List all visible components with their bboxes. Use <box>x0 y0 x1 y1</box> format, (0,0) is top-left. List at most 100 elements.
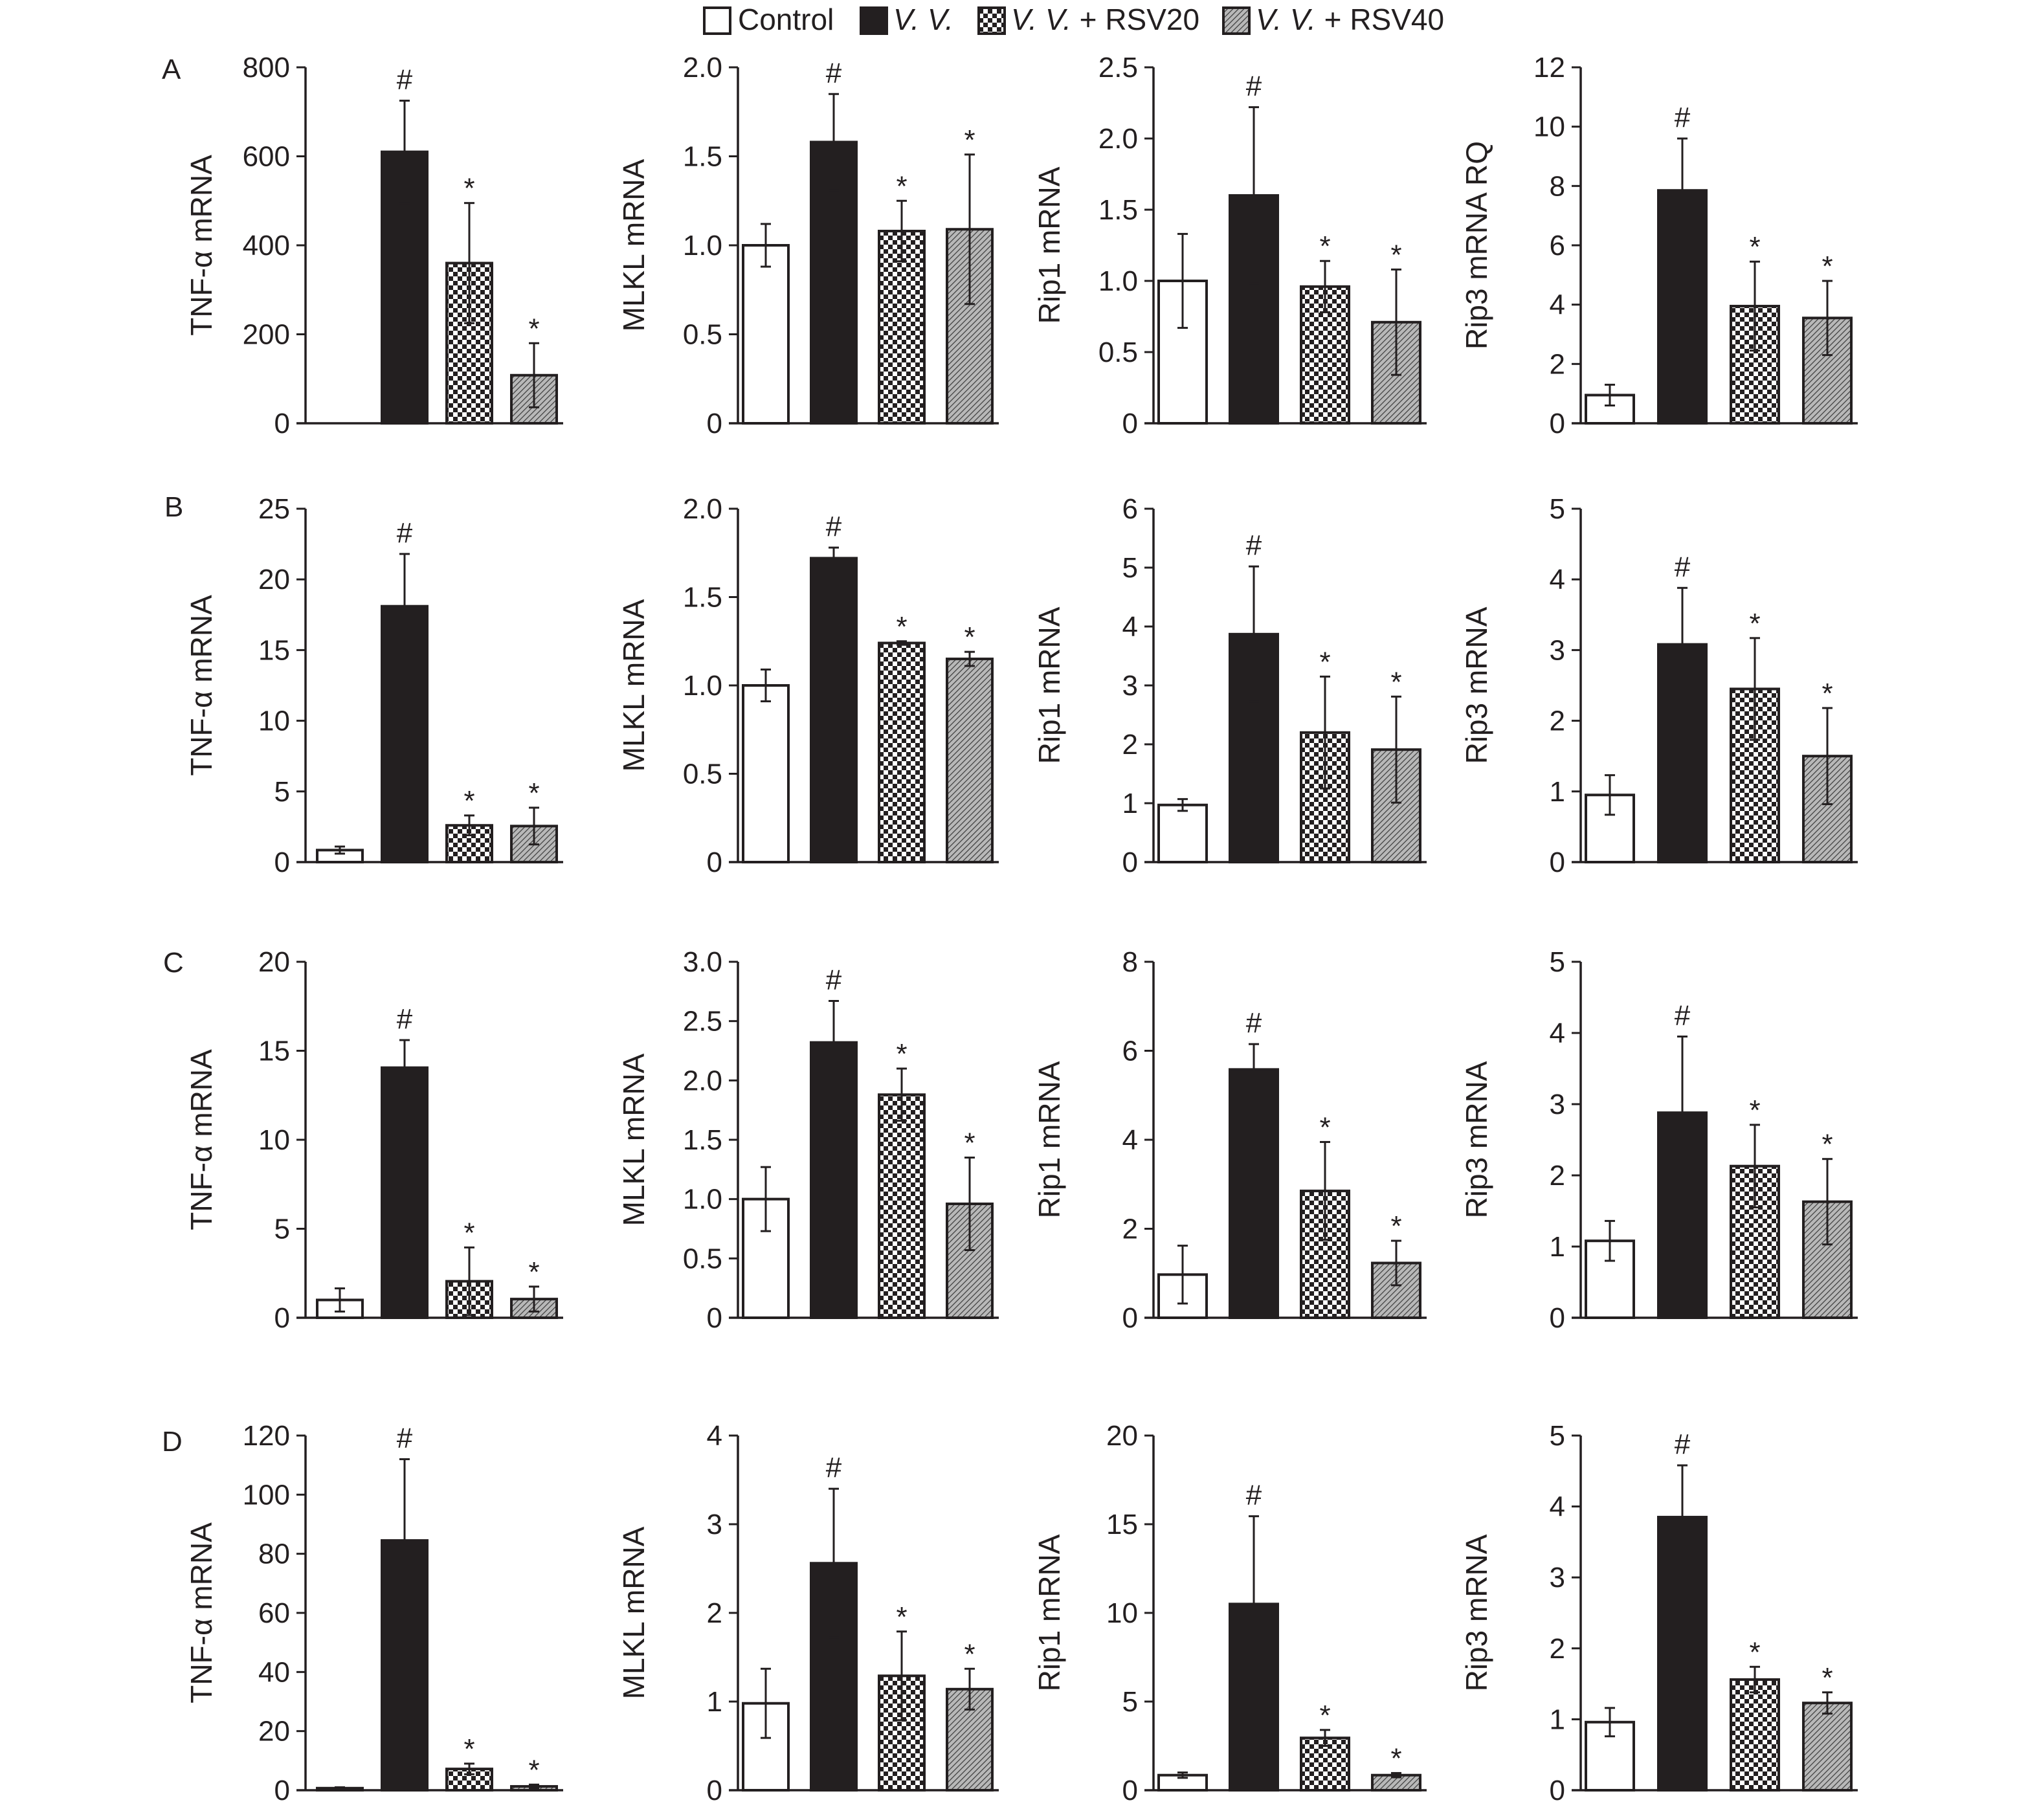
y-axis-label: MLKL mRNA <box>617 599 651 771</box>
y-tick-label: 1 <box>1122 788 1138 819</box>
bar-vv-rsv20 <box>878 230 926 425</box>
y-tick-label: 2 <box>707 1597 722 1629</box>
bar-control <box>742 1197 790 1319</box>
y-tick-label: 80 <box>258 1538 290 1570</box>
legend-swatch-vv-rsv40 <box>1222 6 1251 35</box>
significance-hash: # <box>1246 1480 1262 1511</box>
y-tick-label: 0 <box>707 1775 722 1806</box>
significance-star: * <box>1749 231 1760 263</box>
y-tick-label: 0 <box>1550 1775 1565 1806</box>
significance-star: * <box>1390 239 1401 271</box>
y-tick-label: 800 <box>243 52 290 83</box>
significance-star: * <box>1390 1742 1401 1774</box>
legend-label-vv-rsv20: V. V. + RSV20 <box>1011 3 1199 36</box>
legend-label-control: Control <box>738 3 834 36</box>
bar-vv-rsv20 <box>878 1093 926 1320</box>
y-axis-label: Rip3 mRNA <box>1460 606 1493 764</box>
legend-label-vv-rsv40: V. V. + RSV40 <box>1256 3 1444 36</box>
significance-star: * <box>463 1217 474 1248</box>
y-tick-label: 0 <box>707 847 722 878</box>
y-tick-label: 2 <box>1122 729 1138 760</box>
y-tick-label: 0 <box>1550 1302 1565 1334</box>
significance-hash: # <box>826 57 842 89</box>
y-tick-label: 5 <box>1550 946 1565 978</box>
bar-vv-rsv40 <box>1802 1702 1853 1792</box>
y-tick-label: 5 <box>1122 552 1138 584</box>
chart-b-1: 0 5 10 15 20 25 TNF-α mRNA # * * <box>184 493 563 878</box>
bar-vv-rsv40 <box>946 658 994 863</box>
y-axis-label: MLKL mRNA <box>617 1053 651 1226</box>
chart-c-1: 0 5 10 15 20 TNF-α mRNA # * * <box>184 946 563 1334</box>
y-tick-label: 3 <box>1550 1562 1565 1593</box>
significance-hash: # <box>1675 551 1691 583</box>
bar-control <box>742 684 790 863</box>
y-tick-label: 2 <box>1550 348 1565 380</box>
y-tick-label: 3 <box>1550 1089 1565 1120</box>
significance-star: * <box>1822 250 1833 282</box>
y-tick-label: 60 <box>258 1597 290 1629</box>
y-tick-label: 0 <box>274 408 290 439</box>
y-tick-label: 4 <box>1550 564 1565 595</box>
y-axis-label: Rip3 mRNA <box>1460 1061 1493 1218</box>
y-tick-label: 5 <box>1122 1686 1138 1718</box>
y-tick-label: 0 <box>1122 847 1138 878</box>
significance-star: * <box>1749 1094 1760 1126</box>
significance-star: * <box>896 611 907 643</box>
y-tick-label: 4 <box>1550 1491 1565 1523</box>
y-tick-label: 4 <box>1550 1017 1565 1049</box>
significance-star: * <box>1319 646 1330 678</box>
significance-star: * <box>896 1601 907 1633</box>
y-tick-label: 2.0 <box>683 493 722 525</box>
bar-control <box>1157 803 1208 863</box>
significance-hash: # <box>397 1003 413 1035</box>
chart-d-1: 0 20 40 60 80 100 120 TNF-α mRNA # * * <box>184 1420 563 1806</box>
significance-star: * <box>964 124 975 156</box>
row-letter-b: B <box>164 491 183 523</box>
y-tick-label: 10 <box>1106 1597 1138 1629</box>
y-tick-label: 8 <box>1122 946 1138 978</box>
significance-star: * <box>896 1038 907 1070</box>
chart-d-2: 0 1 2 3 4 MLKL mRNA # * * <box>617 1420 999 1806</box>
significance-star: * <box>964 621 975 653</box>
y-axis-label: MLKL mRNA <box>617 1526 651 1699</box>
y-tick-label: 2.0 <box>683 52 722 83</box>
significance-star: * <box>463 1733 474 1765</box>
y-tick-label: 2.0 <box>1098 123 1138 155</box>
bar-vv <box>1229 1068 1279 1319</box>
y-tick-label: 0.5 <box>1098 337 1138 368</box>
y-tick-label: 2.5 <box>1098 52 1138 83</box>
significance-star: * <box>1319 230 1330 262</box>
y-tick-label: 4 <box>1550 289 1565 321</box>
significance-hash: # <box>397 517 413 549</box>
y-axis-label: Rip1 mRNA <box>1032 166 1066 324</box>
y-tick-label: 2.0 <box>683 1065 722 1096</box>
y-axis-label: MLKL mRNA <box>617 159 651 331</box>
y-tick-label: 0.5 <box>683 319 722 351</box>
legend-item-vv: V. V. <box>860 3 953 36</box>
bar-vv-rsv20 <box>445 824 493 863</box>
y-tick-label: 8 <box>1550 170 1565 202</box>
significance-star: * <box>1319 1111 1330 1143</box>
significance-star: * <box>896 170 907 202</box>
chart-c-4: 0 1 2 3 4 5 Rip3 mRNA # * * <box>1460 946 1858 1334</box>
significance-star: * <box>528 1754 539 1786</box>
bar-vv <box>810 557 858 863</box>
y-tick-label: 4 <box>1122 611 1138 643</box>
y-tick-label: 0 <box>274 847 290 878</box>
y-tick-label: 5 <box>274 776 290 808</box>
y-tick-label: 20 <box>258 1716 290 1748</box>
legend-swatch-control <box>703 6 731 35</box>
significance-star: * <box>528 1256 539 1288</box>
significance-hash: # <box>1675 102 1691 133</box>
y-tick-label: 1.0 <box>683 1184 722 1215</box>
bar-vv <box>381 1066 429 1319</box>
y-axis-label: TNF-α mRNA <box>184 1049 218 1230</box>
chart-a-4: 0 2 4 6 8 10 12 Rip3 mRNA RQ # * * <box>1460 52 1858 439</box>
y-tick-label: 200 <box>243 319 290 351</box>
chart-a-2: 0 0.5 1.0 1.5 2.0 MLKL mRNA # * * <box>617 52 999 439</box>
y-tick-label: 3 <box>1122 670 1138 702</box>
bar-vv <box>810 1041 858 1319</box>
y-tick-label: 0 <box>1122 1775 1138 1806</box>
chart-a-3: 0 0.5 1.0 1.5 2.0 2.5 Rip1 mRNA # * * <box>1032 52 1427 439</box>
